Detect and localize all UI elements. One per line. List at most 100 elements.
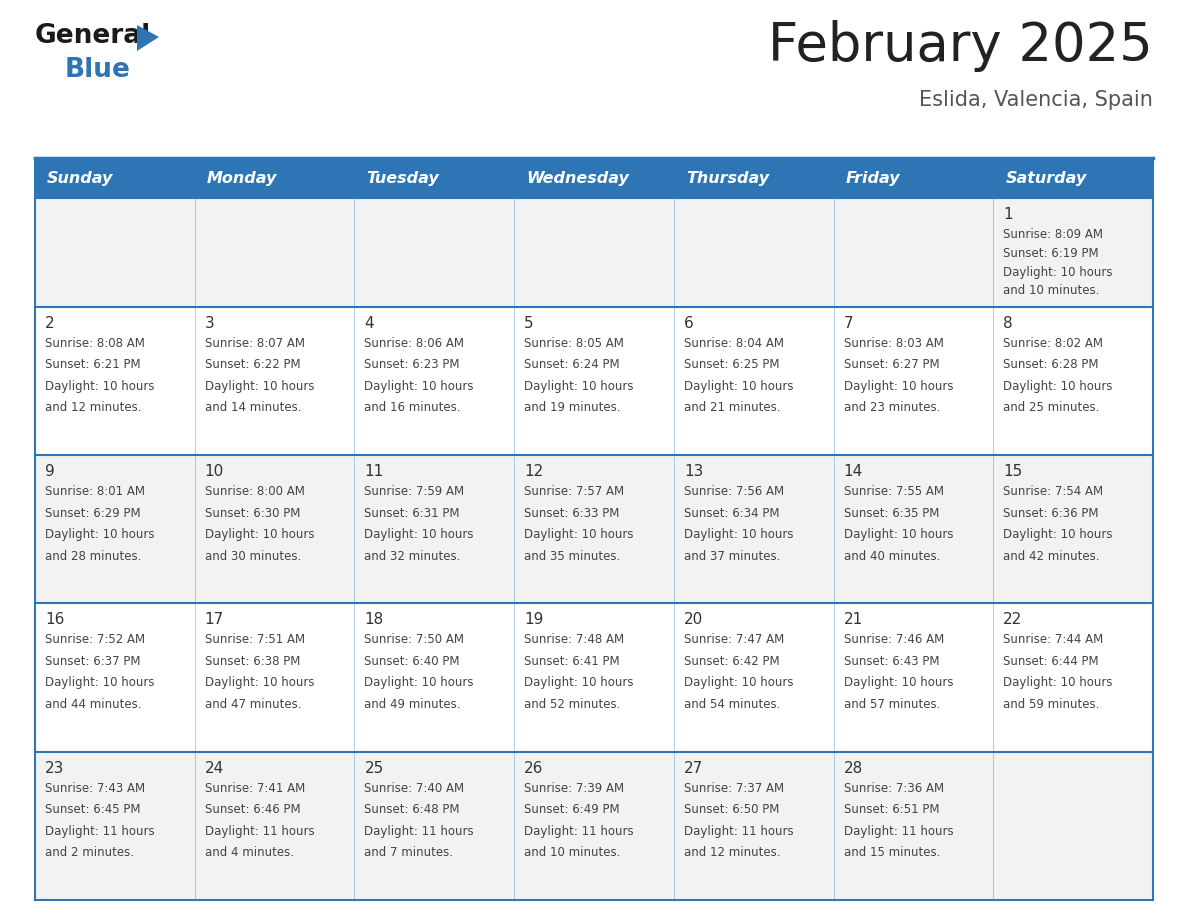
Text: 25: 25 <box>365 761 384 776</box>
Text: 26: 26 <box>524 761 544 776</box>
Text: and 37 minutes.: and 37 minutes. <box>684 550 781 563</box>
Text: Thursday: Thursday <box>685 171 769 185</box>
Text: Daylight: 10 hours: Daylight: 10 hours <box>684 380 794 393</box>
Text: Sunrise: 7:41 AM: Sunrise: 7:41 AM <box>204 782 305 795</box>
Text: Daylight: 11 hours: Daylight: 11 hours <box>204 824 315 838</box>
Text: and 28 minutes.: and 28 minutes. <box>45 550 141 563</box>
Text: Sunset: 6:27 PM: Sunset: 6:27 PM <box>843 358 940 371</box>
Text: and 59 minutes.: and 59 minutes. <box>1004 698 1100 711</box>
Text: and 57 minutes.: and 57 minutes. <box>843 698 940 711</box>
Text: Sunrise: 8:06 AM: Sunrise: 8:06 AM <box>365 337 465 350</box>
Text: Daylight: 10 hours: Daylight: 10 hours <box>204 528 314 541</box>
Text: Sunset: 6:31 PM: Sunset: 6:31 PM <box>365 507 460 520</box>
Text: Sunrise: 7:59 AM: Sunrise: 7:59 AM <box>365 485 465 498</box>
Text: 14: 14 <box>843 465 862 479</box>
Text: 15: 15 <box>1004 465 1023 479</box>
Text: Sunset: 6:34 PM: Sunset: 6:34 PM <box>684 507 779 520</box>
Text: 6: 6 <box>684 316 694 330</box>
Text: Daylight: 11 hours: Daylight: 11 hours <box>365 824 474 838</box>
Text: and 49 minutes.: and 49 minutes. <box>365 698 461 711</box>
Bar <box>34 158 1154 198</box>
Text: and 42 minutes.: and 42 minutes. <box>1004 550 1100 563</box>
Text: Daylight: 10 hours: Daylight: 10 hours <box>45 528 154 541</box>
Text: and 10 minutes.: and 10 minutes. <box>1004 285 1100 297</box>
Text: 2: 2 <box>45 316 55 330</box>
Text: Sunrise: 7:48 AM: Sunrise: 7:48 AM <box>524 633 624 646</box>
Text: and 7 minutes.: and 7 minutes. <box>365 846 454 859</box>
Text: Daylight: 11 hours: Daylight: 11 hours <box>524 824 633 838</box>
Text: Sunset: 6:41 PM: Sunset: 6:41 PM <box>524 655 620 668</box>
Text: Sunset: 6:38 PM: Sunset: 6:38 PM <box>204 655 301 668</box>
Text: Tuesday: Tuesday <box>366 171 440 185</box>
Text: Sunset: 6:33 PM: Sunset: 6:33 PM <box>524 507 619 520</box>
Text: and 54 minutes.: and 54 minutes. <box>684 698 781 711</box>
Text: 18: 18 <box>365 612 384 627</box>
Text: and 12 minutes.: and 12 minutes. <box>684 846 781 859</box>
Text: Daylight: 10 hours: Daylight: 10 hours <box>204 380 314 393</box>
Text: Daylight: 11 hours: Daylight: 11 hours <box>843 824 953 838</box>
Text: Sunset: 6:51 PM: Sunset: 6:51 PM <box>843 803 939 816</box>
Bar <box>34 752 1154 900</box>
Text: Sunset: 6:50 PM: Sunset: 6:50 PM <box>684 803 779 816</box>
Text: Sunrise: 7:46 AM: Sunrise: 7:46 AM <box>843 633 943 646</box>
Text: 5: 5 <box>524 316 533 330</box>
Text: 12: 12 <box>524 465 543 479</box>
Text: Daylight: 10 hours: Daylight: 10 hours <box>45 380 154 393</box>
Text: 19: 19 <box>524 612 544 627</box>
Text: Sunrise: 7:43 AM: Sunrise: 7:43 AM <box>45 782 145 795</box>
Text: Daylight: 10 hours: Daylight: 10 hours <box>684 528 794 541</box>
Text: Sunset: 6:45 PM: Sunset: 6:45 PM <box>45 803 140 816</box>
Text: Daylight: 10 hours: Daylight: 10 hours <box>684 677 794 689</box>
Text: and 10 minutes.: and 10 minutes. <box>524 846 620 859</box>
Text: Sunset: 6:28 PM: Sunset: 6:28 PM <box>1004 358 1099 371</box>
Text: Daylight: 10 hours: Daylight: 10 hours <box>45 677 154 689</box>
Bar <box>34 198 1154 307</box>
Text: Sunrise: 8:07 AM: Sunrise: 8:07 AM <box>204 337 304 350</box>
Text: 24: 24 <box>204 761 225 776</box>
Text: Sunrise: 7:40 AM: Sunrise: 7:40 AM <box>365 782 465 795</box>
Text: Sunset: 6:42 PM: Sunset: 6:42 PM <box>684 655 779 668</box>
Text: February 2025: February 2025 <box>769 20 1154 72</box>
Text: and 2 minutes.: and 2 minutes. <box>45 846 134 859</box>
Text: and 47 minutes.: and 47 minutes. <box>204 698 302 711</box>
Text: and 15 minutes.: and 15 minutes. <box>843 846 940 859</box>
Text: 4: 4 <box>365 316 374 330</box>
Bar <box>34 455 1154 603</box>
Text: Sunset: 6:30 PM: Sunset: 6:30 PM <box>204 507 301 520</box>
Text: Sunrise: 7:56 AM: Sunrise: 7:56 AM <box>684 485 784 498</box>
Text: Daylight: 10 hours: Daylight: 10 hours <box>1004 677 1113 689</box>
Text: and 12 minutes.: and 12 minutes. <box>45 401 141 414</box>
Text: Sunrise: 7:36 AM: Sunrise: 7:36 AM <box>843 782 943 795</box>
Text: Sunrise: 7:54 AM: Sunrise: 7:54 AM <box>1004 485 1104 498</box>
Text: General: General <box>34 23 151 49</box>
Text: Sunrise: 7:55 AM: Sunrise: 7:55 AM <box>843 485 943 498</box>
Text: Daylight: 11 hours: Daylight: 11 hours <box>684 824 794 838</box>
Text: 22: 22 <box>1004 612 1023 627</box>
Text: Sunset: 6:22 PM: Sunset: 6:22 PM <box>204 358 301 371</box>
Text: Sunset: 6:48 PM: Sunset: 6:48 PM <box>365 803 460 816</box>
Text: Sunset: 6:36 PM: Sunset: 6:36 PM <box>1004 507 1099 520</box>
Text: 13: 13 <box>684 465 703 479</box>
Text: and 23 minutes.: and 23 minutes. <box>843 401 940 414</box>
Text: Daylight: 10 hours: Daylight: 10 hours <box>524 677 633 689</box>
Text: Saturday: Saturday <box>1005 171 1087 185</box>
Text: 1: 1 <box>1004 207 1013 222</box>
Text: Sunset: 6:29 PM: Sunset: 6:29 PM <box>45 507 140 520</box>
Text: Sunrise: 7:51 AM: Sunrise: 7:51 AM <box>204 633 305 646</box>
Text: Eslida, Valencia, Spain: Eslida, Valencia, Spain <box>920 90 1154 110</box>
Text: and 4 minutes.: and 4 minutes. <box>204 846 293 859</box>
Text: and 44 minutes.: and 44 minutes. <box>45 698 141 711</box>
Text: 9: 9 <box>45 465 55 479</box>
Text: Sunset: 6:46 PM: Sunset: 6:46 PM <box>204 803 301 816</box>
Text: Sunrise: 8:00 AM: Sunrise: 8:00 AM <box>204 485 304 498</box>
Text: Daylight: 10 hours: Daylight: 10 hours <box>1004 265 1113 278</box>
Text: 10: 10 <box>204 465 225 479</box>
Text: 7: 7 <box>843 316 853 330</box>
Text: 17: 17 <box>204 612 225 627</box>
Bar <box>34 307 1154 455</box>
Text: Wednesday: Wednesday <box>526 171 628 185</box>
Text: Sunset: 6:24 PM: Sunset: 6:24 PM <box>524 358 620 371</box>
Text: 16: 16 <box>45 612 64 627</box>
Text: Sunrise: 8:04 AM: Sunrise: 8:04 AM <box>684 337 784 350</box>
Text: Sunset: 6:35 PM: Sunset: 6:35 PM <box>843 507 939 520</box>
